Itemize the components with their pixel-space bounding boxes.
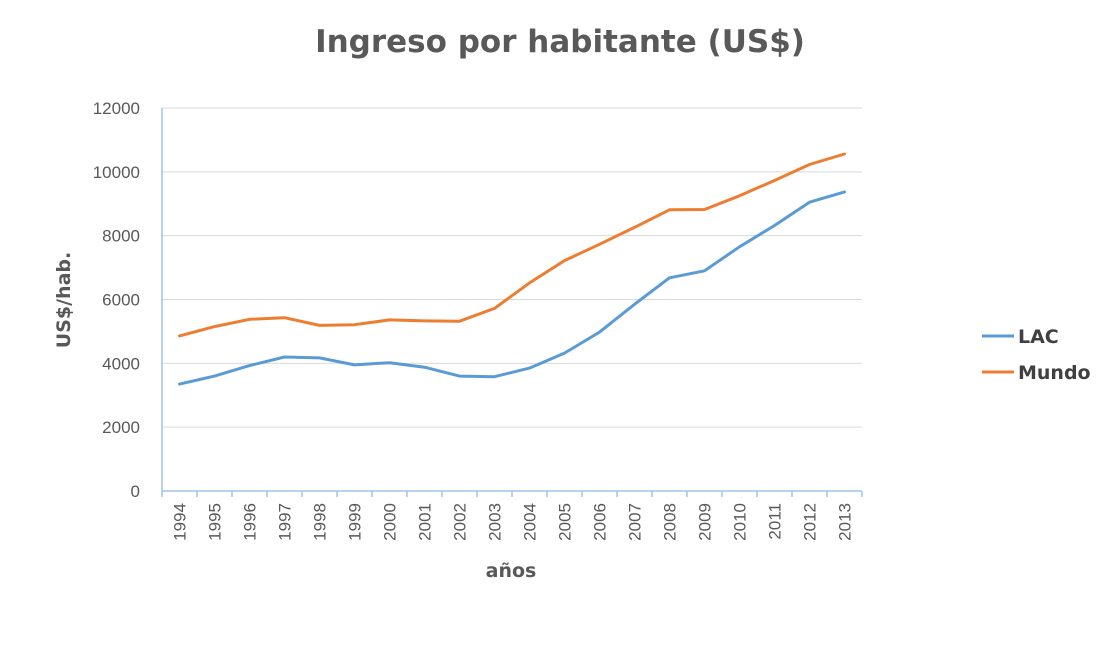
legend: LAC Mundo [982,326,1091,384]
x-tick-label: 1998 [311,503,330,541]
axes [161,108,863,497]
x-tick-label: 2009 [696,503,715,541]
y-tick-label: 8000 [102,227,140,246]
x-axis-title: años [486,560,537,582]
x-tick-label: 2000 [381,503,400,541]
y-tick-label: 12000 [93,99,140,118]
y-tick-label: 2000 [102,418,140,437]
x-tick-label: 2004 [521,503,540,541]
legend-label-mundo: Mundo [1018,362,1091,384]
x-tick-label: 1997 [276,503,295,541]
x-tick-label: 2001 [416,503,435,541]
y-tick-label: 4000 [102,354,140,373]
x-tick-label: 2008 [661,503,680,541]
x-tick-label: 2007 [626,503,645,541]
y-tick-label: 10000 [93,163,140,182]
series-line-lac [178,190,846,386]
gridlines [162,107,862,428]
x-tick-label: 1996 [241,503,260,541]
x-tick-label: 2011 [766,503,785,540]
y-tick-label: 6000 [102,291,140,310]
x-tick-label: 1994 [171,503,190,541]
x-tick-label: 2010 [731,503,750,541]
y-tick-label: 0 [131,482,140,501]
y-axis-title: US$/hab. [53,252,75,348]
x-tick-label: 2002 [451,503,470,541]
series-line-mundo [178,152,846,338]
x-tick-label: 2005 [556,503,575,541]
x-tick-label: 2006 [591,503,610,541]
y-axis-ticks: 0 2000 4000 6000 8000 10000 12000 [93,99,140,501]
x-tick-label: 2013 [836,503,855,541]
x-tick-label: 1999 [346,503,365,541]
x-tick-label: 2012 [801,503,820,541]
legend-label-lac: LAC [1018,326,1059,348]
x-tick-label: 1995 [206,503,225,541]
x-axis-ticks: 1994 1995 1996 1997 1998 1999 2000 2001 2002 2003… [171,503,855,541]
series-lines [178,152,846,386]
x-tick-label: 2003 [486,503,505,541]
chart-title: Ingreso por habitante (US$) [315,24,805,60]
